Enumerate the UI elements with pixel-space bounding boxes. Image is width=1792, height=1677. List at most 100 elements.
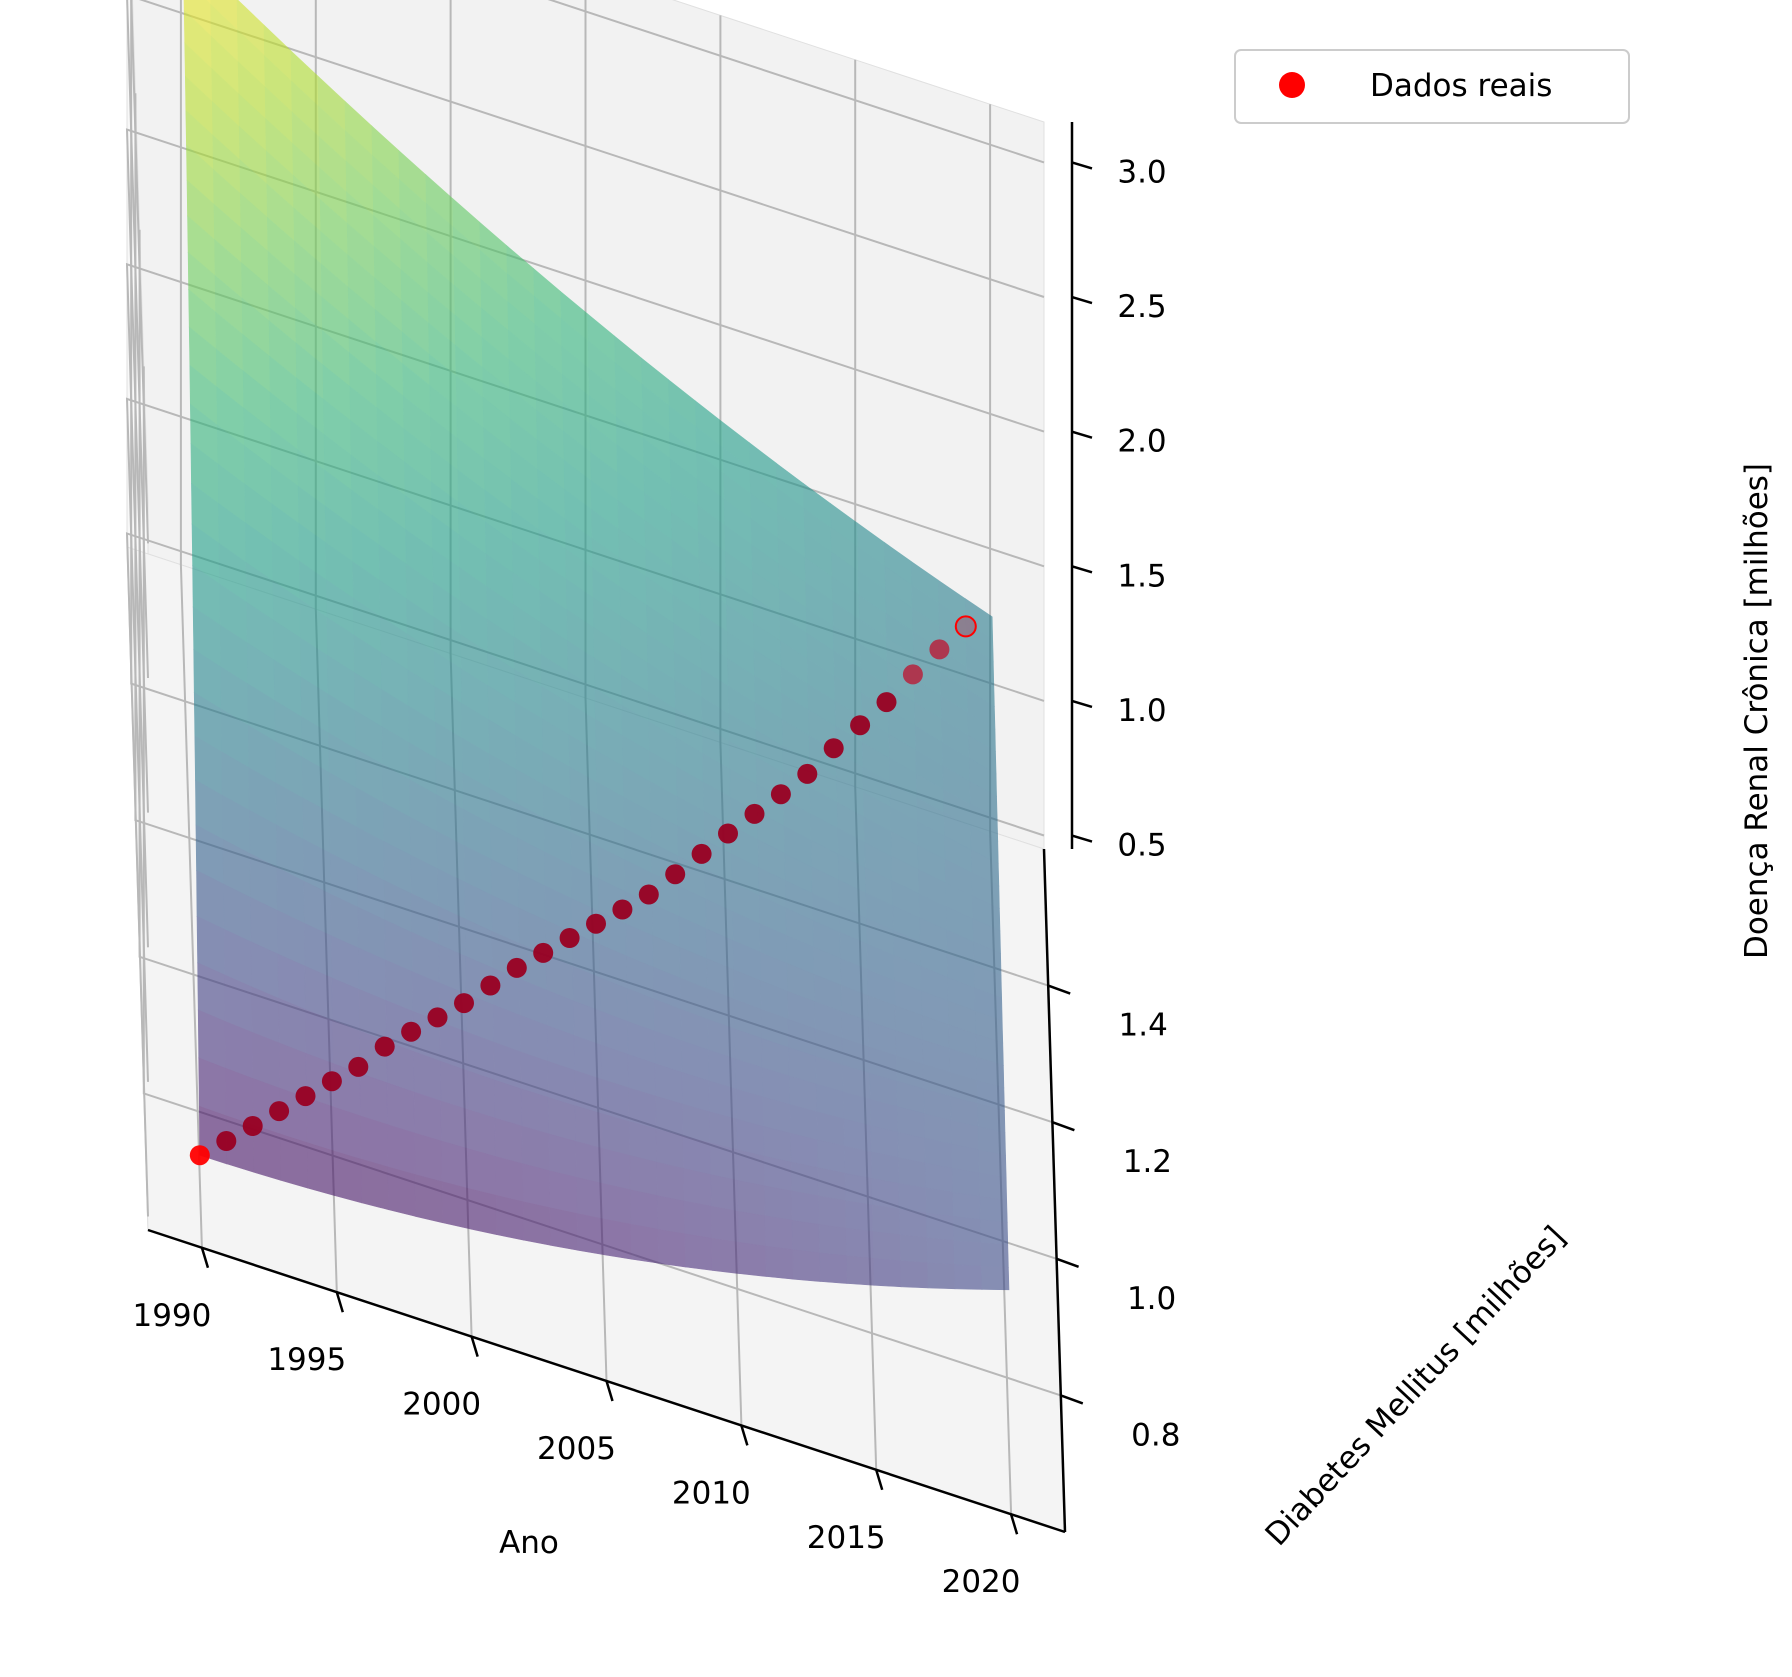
grid-line-z	[126, 0, 1045, 679]
surface-patch	[387, 1124, 416, 1175]
surface-patch	[765, 1245, 794, 1280]
grid-line-z	[125, 128, 1045, 813]
surface-patch	[738, 1242, 767, 1277]
y-tick-label: 1.2	[1123, 1144, 1172, 1180]
surface-patch	[844, 1172, 873, 1206]
x-axis-label: Ano	[499, 1525, 559, 1561]
y-tick	[1056, 1257, 1080, 1268]
surface-patch	[576, 1213, 605, 1256]
tick-labels: 1990 1995 2000 2005 2010 2015 2020 0.8 1.0 1.2 1.4…	[132, 154, 1180, 1600]
surface-patch	[711, 1237, 740, 1274]
surface-patch	[924, 1162, 954, 1193]
x-tick	[605, 1380, 614, 1402]
x-tick	[740, 1425, 749, 1446]
surface-patch	[682, 1135, 711, 1175]
x-tick-label: 2020	[942, 1564, 1021, 1600]
surface-patch	[819, 1252, 848, 1284]
surface-patch	[873, 1258, 902, 1288]
surface-patch	[870, 1151, 900, 1184]
z-tick-label: 1.0	[1117, 693, 1166, 729]
surface-patch	[521, 1125, 550, 1172]
x-tick-label: 2015	[807, 1520, 886, 1556]
x-tick	[200, 1247, 210, 1269]
x-tick-label: 2000	[402, 1387, 481, 1423]
surface-patch	[629, 1189, 659, 1230]
z-tick	[1071, 834, 1093, 843]
surface-patch	[522, 1201, 551, 1246]
surface-patch	[981, 1265, 1010, 1291]
z-tick-label: 1.5	[1117, 558, 1166, 594]
surface-patch	[737, 1180, 766, 1217]
surface-patch	[360, 1158, 389, 1211]
surface-patch	[414, 1132, 443, 1183]
data-point	[770, 784, 791, 805]
data-point	[850, 715, 871, 736]
data-point	[295, 1086, 316, 1107]
data-point	[321, 1071, 342, 1092]
surface-patch	[951, 1167, 981, 1197]
x-tick-label: 1990	[132, 1298, 211, 1334]
surface-patch	[440, 1100, 469, 1150]
surface-patch	[575, 1176, 605, 1220]
surface-patch	[656, 1161, 685, 1202]
surface-patch	[306, 1097, 335, 1152]
surface-patch	[818, 1224, 847, 1257]
surface-patch	[899, 1234, 928, 1264]
y-tick	[1060, 1394, 1084, 1405]
x-tick-label: 2005	[537, 1431, 616, 1467]
surface-patch	[791, 1190, 820, 1225]
surface-patch	[925, 1187, 954, 1217]
surface-patch	[818, 1195, 847, 1229]
z-tick	[1071, 430, 1093, 439]
data-point	[480, 975, 501, 996]
y-tick-label: 0.8	[1131, 1417, 1180, 1453]
surface-patch	[656, 1195, 686, 1235]
surface-patch	[710, 1205, 740, 1243]
data-point	[954, 615, 977, 638]
surface-patch	[979, 1195, 1008, 1223]
surface-patch	[549, 1207, 578, 1251]
data-point	[586, 913, 606, 934]
surface-patch	[872, 1204, 901, 1236]
data-point	[823, 738, 844, 759]
surface-patch	[979, 1219, 1009, 1246]
z-tick	[1071, 565, 1093, 574]
z-axis-label: Doença Renal Crônica [milhões]	[1739, 463, 1775, 959]
z-tick-label: 3.0	[1117, 154, 1166, 190]
surface-patch	[468, 1188, 497, 1235]
x-tick	[335, 1291, 344, 1313]
surface-patch	[953, 1240, 982, 1267]
surface-patch	[709, 1142, 738, 1181]
data-point	[374, 1036, 395, 1057]
data-point	[691, 843, 712, 864]
legend-frame	[1234, 49, 1630, 124]
surface-patch	[897, 1157, 927, 1189]
surface-patch	[629, 1155, 658, 1196]
surface-patch	[790, 1161, 819, 1197]
x-tick	[1009, 1513, 1019, 1535]
z-tick-label: 2.5	[1117, 289, 1166, 325]
surface-patch	[898, 1183, 927, 1214]
grid-line-x	[179, 0, 203, 1248]
surface-patch	[927, 1262, 956, 1290]
surface-patch	[333, 1106, 362, 1160]
surface-patch	[952, 1191, 981, 1220]
fitted-surface	[183, 0, 1010, 1291]
surface-patch	[736, 1149, 765, 1187]
legend-marker	[1279, 72, 1305, 98]
y-tick	[1047, 984, 1071, 995]
legend: Dados reais	[1234, 49, 1630, 124]
surface-patch	[225, 1067, 254, 1126]
surface-patch	[655, 1128, 684, 1169]
surface-patch	[657, 1228, 686, 1268]
surface-patch	[792, 1249, 821, 1282]
surface-patch	[978, 1172, 1008, 1201]
data-point	[454, 993, 474, 1014]
data-point	[427, 1007, 448, 1028]
surface-patch	[495, 1194, 524, 1241]
data-point	[744, 803, 765, 824]
z-tick-label: 0.5	[1117, 828, 1166, 864]
data-point	[638, 884, 659, 905]
data-point	[612, 899, 633, 920]
surface-patch	[279, 1133, 309, 1189]
